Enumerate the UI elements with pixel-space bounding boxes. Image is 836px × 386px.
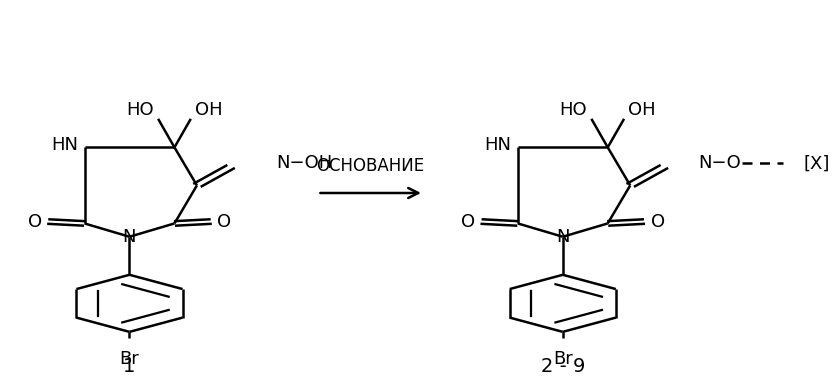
- Text: OH: OH: [628, 102, 655, 119]
- Text: [X]: [X]: [803, 154, 829, 173]
- Text: O: O: [28, 213, 42, 230]
- Text: OH: OH: [195, 102, 222, 119]
- Text: N−OH: N−OH: [276, 154, 332, 172]
- Text: HN: HN: [51, 136, 78, 154]
- Text: HN: HN: [484, 136, 512, 154]
- Text: HO: HO: [126, 102, 154, 119]
- Text: ОСНОВАНИЕ: ОСНОВАНИЕ: [317, 157, 425, 175]
- Text: Br: Br: [120, 350, 140, 368]
- Text: Br: Br: [553, 350, 573, 368]
- Text: HO: HO: [559, 102, 587, 119]
- Text: O: O: [217, 213, 232, 230]
- Text: O: O: [461, 213, 475, 230]
- Text: N: N: [123, 228, 136, 246]
- Text: N: N: [556, 228, 569, 246]
- Text: 2 - 9: 2 - 9: [541, 357, 585, 376]
- Text: 1: 1: [123, 357, 135, 376]
- Text: N−O: N−O: [699, 154, 742, 173]
- Text: O: O: [650, 213, 665, 230]
